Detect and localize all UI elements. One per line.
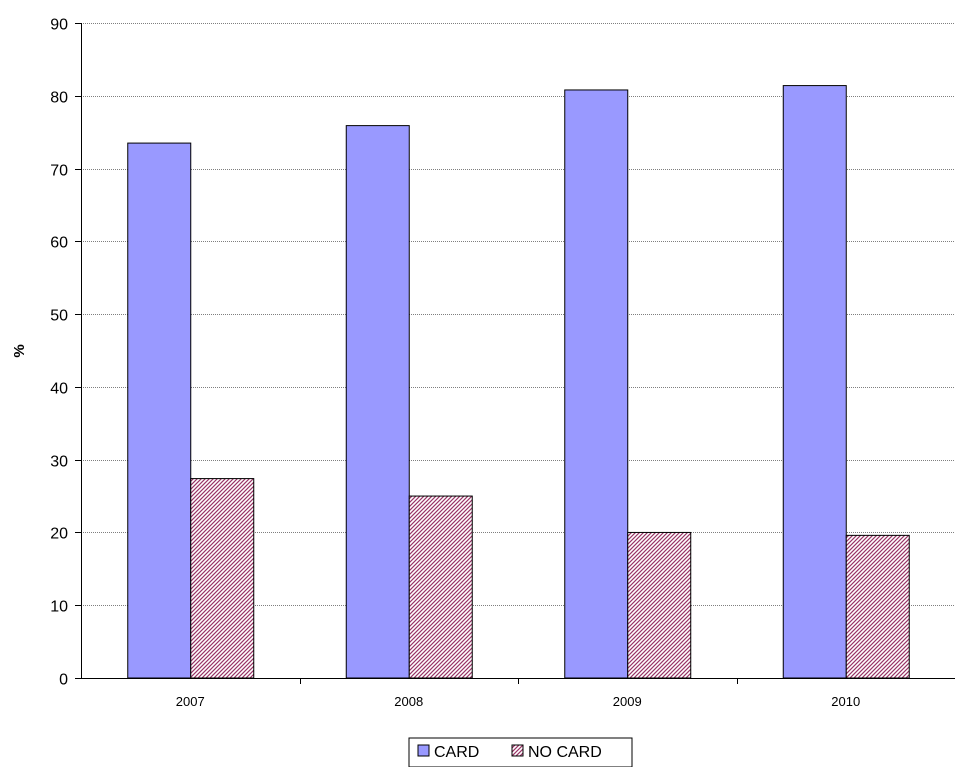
tick-labels: 0 10 20 30 40 50 60 70 80 90 2007 2008 2009 2010 <box>50 17 860 710</box>
y-tick-label: 30 <box>50 454 68 471</box>
y-tick-label: 40 <box>50 381 68 398</box>
bar-no-card-2009 <box>627 531 692 679</box>
legend-swatch-card <box>417 744 430 757</box>
y-tick-label: 70 <box>50 163 68 180</box>
x-tick-label: 2010 <box>831 694 860 709</box>
y-tick-label: 50 <box>50 308 68 325</box>
y-tick-label: 80 <box>50 90 68 107</box>
y-tick-label: 10 <box>50 599 68 616</box>
x-tick-label: 2008 <box>394 694 423 709</box>
y-tick-label: 60 <box>50 235 68 252</box>
legend-swatch-no-card <box>511 744 524 757</box>
axes <box>75 23 955 684</box>
y-tick-label: 90 <box>50 17 68 34</box>
x-tick-label: 2007 <box>176 694 205 709</box>
y-tick-label: 20 <box>50 526 68 543</box>
bar-no-card-2007 <box>190 478 255 679</box>
y-tick-label: 0 <box>59 672 68 689</box>
bar-no-card-2010 <box>845 534 910 679</box>
bar-card-2007 <box>127 142 192 679</box>
legend: CARD NO CARD <box>408 737 633 767</box>
y-axis-label: % <box>11 344 28 357</box>
legend-label-card: CARD <box>434 744 479 761</box>
x-tick-label: 2009 <box>613 694 642 709</box>
bars <box>127 85 910 679</box>
bar-no-card-2008 <box>408 495 473 679</box>
legend-label-no-card: NO CARD <box>528 744 602 761</box>
bar-card-2008 <box>345 125 410 679</box>
bar-card-2010 <box>782 85 847 679</box>
bar-card-2009 <box>564 89 629 679</box>
